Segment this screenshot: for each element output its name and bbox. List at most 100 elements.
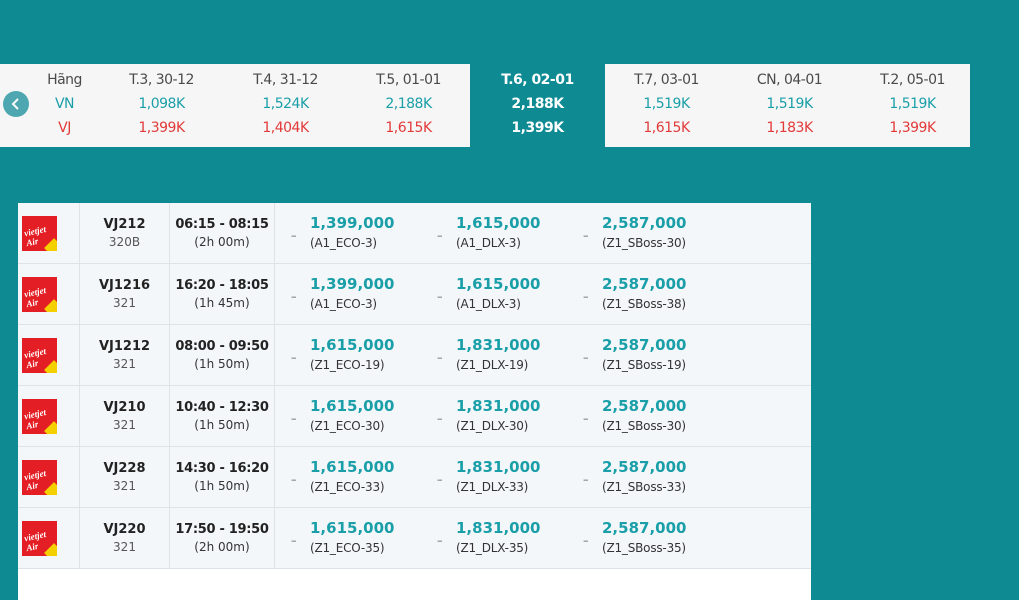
departure-arrival-time: 14:30 - 16:20: [175, 461, 269, 476]
date-column[interactable]: T.5, 01-01 2,188K 1,615K: [347, 64, 470, 147]
fare-option[interactable]: –1,831,000 (Z1_DLX-30): [421, 386, 567, 446]
departure-arrival-time: 16:20 - 18:05: [175, 278, 269, 293]
fare-option[interactable]: –2,587,000 (Z1_SBoss-19): [567, 325, 713, 385]
flight-code-cell: VJ210 321: [80, 386, 170, 446]
fare-option[interactable]: –1,615,000 (Z1_ECO-33): [275, 447, 421, 507]
aircraft-type: 320B: [108, 235, 141, 249]
vj-min-price: 1,615K: [385, 120, 432, 136]
fare-radio-dash: –: [583, 412, 589, 425]
fare-class: (Z1_ECO-33): [310, 480, 385, 494]
date-column[interactable]: CN, 04-01 1,519K 1,183K: [728, 64, 851, 147]
fare-option[interactable]: –1,399,000 (A1_ECO-3): [275, 264, 421, 324]
vn-min-price: 1,519K: [766, 96, 813, 112]
vj-min-price: 1,399K: [889, 120, 936, 136]
fare-option[interactable]: –2,587,000 (Z1_SBoss-38): [567, 264, 713, 324]
vn-min-price: 1,519K: [889, 96, 936, 112]
previous-dates-button[interactable]: [3, 91, 29, 117]
date-label: T.2, 05-01: [880, 72, 945, 88]
flight-duration: (1h 50m): [194, 357, 250, 371]
fare-price: 1,615,000: [310, 336, 395, 354]
fare-radio-dash: –: [583, 351, 589, 364]
logo-text: vietjet Air: [23, 284, 47, 310]
fare-class: (Z1_SBoss-30): [602, 419, 686, 433]
fare-class: (A1_ECO-3): [310, 236, 377, 250]
chevron-left-icon: [11, 98, 19, 110]
date-label: T.6, 02-01: [501, 72, 574, 88]
fare-class: (Z1_SBoss-33): [602, 480, 686, 494]
flight-duration: (1h 50m): [194, 418, 250, 432]
vj-min-price: 1,404K: [262, 120, 309, 136]
date-column[interactable]: T.7, 03-01 1,519K 1,615K: [605, 64, 728, 147]
vietjet-logo: vietjet Air: [22, 338, 57, 373]
fare-price: 2,587,000: [602, 458, 687, 476]
fare-option[interactable]: –1,399,000 (A1_ECO-3): [275, 203, 421, 263]
airline-logo-cell: vietjet Air: [18, 386, 80, 446]
flight-time-cell: 06:15 - 08:15 (2h 00m): [170, 203, 275, 263]
vn-min-price: 2,188K: [385, 96, 432, 112]
fare-price: 2,587,000: [602, 275, 687, 293]
fare-option[interactable]: –1,615,000 (A1_DLX-3): [421, 264, 567, 324]
flight-number: VJ1212: [98, 339, 151, 354]
vj-min-price: 1,399K: [138, 120, 185, 136]
fare-price: 1,615,000: [456, 275, 541, 293]
fare-price: 2,587,000: [602, 214, 687, 232]
fare-option[interactable]: –2,587,000 (Z1_SBoss-35): [567, 508, 713, 568]
fare-option[interactable]: –1,831,000 (Z1_DLX-19): [421, 325, 567, 385]
fare-radio-dash: –: [437, 534, 443, 547]
fare-option[interactable]: –1,615,000 (A1_DLX-3): [421, 203, 567, 263]
flight-time-cell: 10:40 - 12:30 (1h 50m): [170, 386, 275, 446]
fare-radio-dash: –: [437, 412, 443, 425]
aircraft-type: 321: [113, 418, 136, 432]
fare-class: (Z1_DLX-19): [456, 358, 529, 372]
date-label: T.4, 31-12: [253, 72, 318, 88]
date-label: CN, 04-01: [756, 72, 823, 88]
logo-text: vietjet Air: [23, 406, 47, 432]
fare-radio-dash: –: [291, 412, 297, 425]
flight-number: VJ220: [103, 522, 146, 537]
fare-option[interactable]: –1,615,000 (Z1_ECO-19): [275, 325, 421, 385]
vj-min-price: 1,399K: [511, 120, 564, 136]
date-column[interactable]: T.6, 02-01 2,188K 1,399K: [476, 64, 599, 147]
fare-option[interactable]: –1,831,000 (Z1_DLX-35): [421, 508, 567, 568]
flight-time-cell: 08:00 - 09:50 (1h 50m): [170, 325, 275, 385]
flight-code-cell: VJ228 321: [80, 447, 170, 507]
date-strip-panel-left: [0, 64, 470, 147]
fare-price: 1,615,000: [310, 519, 395, 537]
fare-price: 1,831,000: [456, 458, 541, 476]
aircraft-type: 321: [113, 357, 136, 371]
logo-text: vietjet Air: [23, 223, 47, 249]
fare-option[interactable]: –1,831,000 (Z1_DLX-33): [421, 447, 567, 507]
fare-price: 1,399,000: [310, 214, 395, 232]
aircraft-type: 321: [113, 540, 136, 554]
fare-radio-dash: –: [291, 351, 297, 364]
fare-option[interactable]: –1,615,000 (Z1_ECO-30): [275, 386, 421, 446]
flight-code-cell: VJ212 320B: [80, 203, 170, 263]
date-column[interactable]: T.3, 30-12 1,098K 1,399K: [100, 64, 223, 147]
flight-row: vietjet Air VJ220 321 17:50 - 19:50 (2h 00m)…: [18, 508, 811, 569]
fare-class: (Z1_ECO-35): [310, 541, 385, 555]
fare-price: 1,615,000: [310, 397, 395, 415]
flight-time-cell: 14:30 - 16:20 (1h 50m): [170, 447, 275, 507]
airline-logo-cell: vietjet Air: [18, 447, 80, 507]
vn-min-price: 2,188K: [511, 96, 564, 112]
fare-class: (Z1_DLX-35): [456, 541, 529, 555]
aircraft-type: 321: [113, 296, 136, 310]
date-column[interactable]: T.2, 05-01 1,519K 1,399K: [851, 64, 974, 147]
fare-radio-dash: –: [437, 473, 443, 486]
fare-option[interactable]: –2,587,000 (Z1_SBoss-30): [567, 203, 713, 263]
vietjet-logo: vietjet Air: [22, 521, 57, 556]
vietjet-logo: vietjet Air: [22, 460, 57, 495]
fare-radio-dash: –: [437, 229, 443, 242]
date-label: T.7, 03-01: [634, 72, 699, 88]
fare-price: 1,831,000: [456, 336, 541, 354]
fare-class: (Z1_ECO-19): [310, 358, 385, 372]
fare-radio-dash: –: [583, 534, 589, 547]
fare-option[interactable]: –2,587,000 (Z1_SBoss-30): [567, 386, 713, 446]
flight-results-table: vietjet Air VJ212 320B 06:15 - 08:15 (2h 00m…: [18, 203, 811, 600]
fare-option[interactable]: –1,615,000 (Z1_ECO-35): [275, 508, 421, 568]
fare-option[interactable]: –2,587,000 (Z1_SBoss-33): [567, 447, 713, 507]
fare-price: 2,587,000: [602, 519, 687, 537]
fare-radio-dash: –: [291, 534, 297, 547]
date-column[interactable]: T.4, 31-12 1,524K 1,404K: [224, 64, 347, 147]
flight-row: vietjet Air VJ210 321 10:40 - 12:30 (1h 50m)…: [18, 386, 811, 447]
